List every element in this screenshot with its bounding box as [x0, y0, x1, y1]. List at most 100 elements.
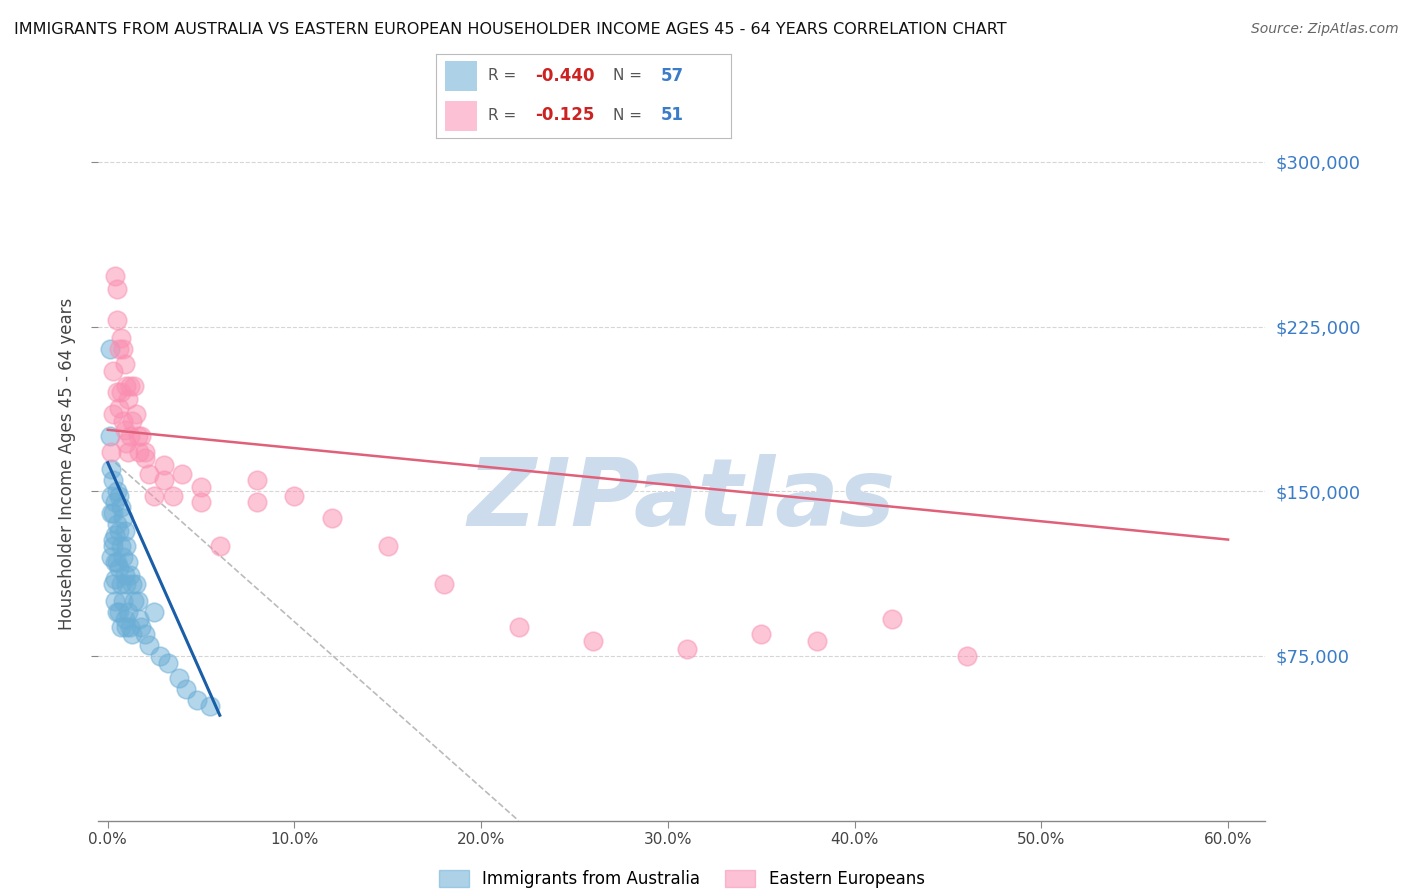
Point — [103, 539, 125, 553]
Text: -0.440: -0.440 — [534, 67, 595, 85]
Point — [103, 576, 125, 591]
Point — [131, 429, 153, 443]
Point — [508, 620, 530, 634]
Point — [143, 489, 166, 503]
Text: N =: N = — [613, 68, 647, 83]
Point — [110, 539, 132, 553]
Point — [115, 379, 138, 393]
Point — [117, 392, 139, 406]
Point — [134, 451, 156, 466]
Point — [103, 408, 125, 422]
Text: -0.125: -0.125 — [534, 106, 595, 124]
Y-axis label: Householder Income Ages 45 - 64 years: Householder Income Ages 45 - 64 years — [58, 298, 76, 630]
Point — [100, 506, 122, 520]
Point — [111, 594, 134, 608]
Point — [105, 385, 128, 400]
Point — [108, 401, 131, 415]
Point — [115, 436, 138, 450]
Point — [105, 282, 128, 296]
Point — [103, 506, 125, 520]
Point — [121, 576, 143, 591]
Point — [121, 414, 143, 428]
Point — [105, 517, 128, 532]
Point — [321, 510, 343, 524]
Point — [127, 594, 149, 608]
Point — [143, 605, 166, 619]
Point — [120, 379, 142, 393]
Point — [162, 489, 184, 503]
Point — [131, 620, 153, 634]
Point — [98, 429, 121, 443]
Text: N =: N = — [613, 108, 647, 123]
Point — [111, 510, 134, 524]
Point — [111, 550, 134, 565]
Legend: Immigrants from Australia, Eastern Europeans: Immigrants from Australia, Eastern Europ… — [433, 863, 931, 892]
Point — [134, 444, 156, 458]
Point — [115, 576, 138, 591]
Text: R =: R = — [488, 68, 520, 83]
Point — [121, 627, 143, 641]
Bar — [444, 62, 477, 91]
Point — [156, 656, 179, 670]
Point — [108, 605, 131, 619]
Point — [114, 524, 136, 538]
Point — [100, 550, 122, 565]
Point — [105, 555, 128, 569]
Point — [167, 671, 190, 685]
Point — [103, 363, 125, 377]
Point — [117, 444, 139, 458]
Point — [115, 539, 138, 553]
Point — [103, 533, 125, 547]
Point — [100, 462, 122, 476]
Point — [283, 489, 305, 503]
Text: 57: 57 — [661, 67, 683, 85]
Point — [128, 444, 150, 458]
Point — [172, 467, 194, 481]
Point — [98, 342, 121, 356]
Point — [190, 495, 212, 509]
Point — [103, 473, 125, 487]
Point — [108, 524, 131, 538]
Point — [138, 638, 160, 652]
Point — [104, 594, 127, 608]
Point — [433, 576, 456, 591]
Point — [108, 489, 131, 503]
Point — [111, 414, 134, 428]
Point — [675, 642, 697, 657]
Text: IMMIGRANTS FROM AUSTRALIA VS EASTERN EUROPEAN HOUSEHOLDER INCOME AGES 45 - 64 YE: IMMIGRANTS FROM AUSTRALIA VS EASTERN EUR… — [14, 22, 1007, 37]
Point — [100, 444, 122, 458]
Point — [105, 313, 128, 327]
Point — [186, 693, 208, 707]
Point — [104, 269, 127, 284]
Point — [880, 612, 903, 626]
Point — [125, 408, 148, 422]
Text: R =: R = — [488, 108, 520, 123]
Point — [115, 620, 138, 634]
Point — [104, 528, 127, 542]
Point — [377, 539, 399, 553]
Point — [110, 620, 132, 634]
Point — [114, 423, 136, 437]
Point — [582, 633, 605, 648]
Point — [120, 429, 142, 443]
Point — [104, 555, 127, 569]
Point — [806, 633, 828, 648]
Point — [110, 330, 132, 344]
Point — [128, 612, 150, 626]
Point — [120, 620, 142, 634]
Point — [110, 385, 132, 400]
Point — [956, 648, 979, 663]
Point — [200, 699, 222, 714]
Point — [104, 495, 127, 509]
Point — [246, 473, 269, 487]
Point — [105, 605, 128, 619]
Point — [749, 627, 772, 641]
Point — [104, 572, 127, 586]
Point — [114, 612, 136, 626]
Point — [127, 429, 149, 443]
Point — [114, 567, 136, 582]
Point — [117, 605, 139, 619]
Text: Source: ZipAtlas.com: Source: ZipAtlas.com — [1251, 22, 1399, 37]
Point — [149, 648, 172, 663]
Point — [190, 480, 212, 494]
